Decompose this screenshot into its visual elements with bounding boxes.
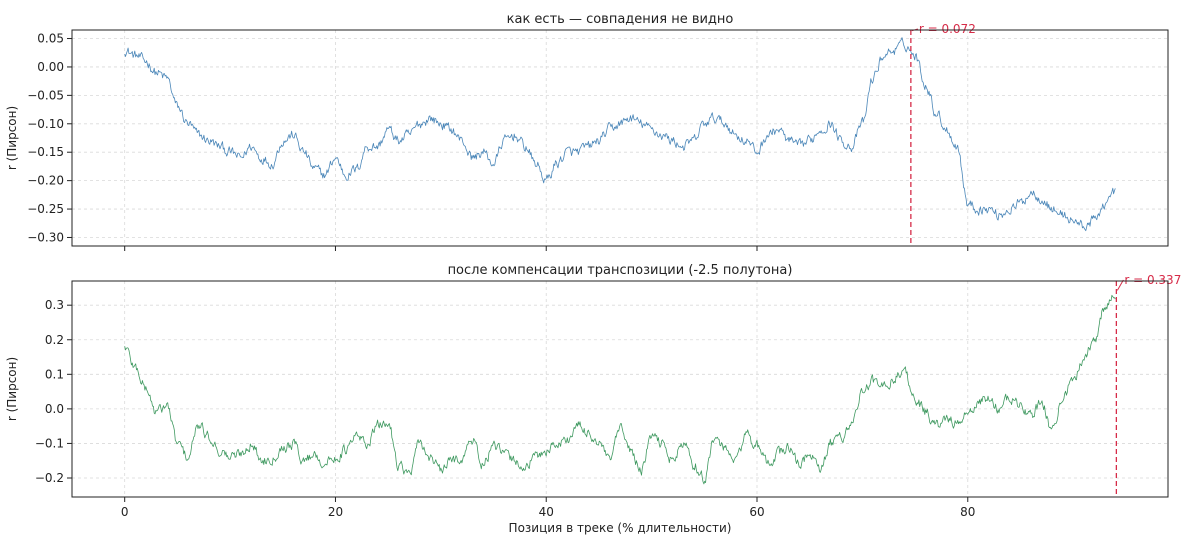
peak-annotation-arrow [1116,279,1124,291]
top-chart-panel: r = 0.072 −0.30 −0.25 −0.20 −0.15 −0.10 −0.05 0… [5,12,1169,251]
x-axis-label: Позиция в треке (% длительности) [509,521,732,535]
x-tick-label: 60 [749,505,764,519]
correlation-series-line [124,294,1116,485]
plot-frame [71,280,1169,498]
y-tick-label: −0.05 [27,88,64,102]
y-tick-label: −0.2 [35,471,64,485]
chart-title: после компенсации транспозиции (-2.5 пол… [448,263,793,278]
y-axis-label: r (Пирсон) [5,106,19,170]
plot-frame [71,29,1169,247]
peak-annotation-label: r = 0.072 [919,22,976,36]
y-tick-label: −0.20 [27,174,64,188]
y-tick-label: 0.05 [37,32,64,46]
x-tick-label: 40 [539,505,554,519]
y-tick-label: 0.2 [45,333,64,347]
y-tick-label: 0.3 [45,298,64,312]
y-tick-label: 0.0 [45,402,64,416]
y-tick-label: −0.25 [27,202,64,216]
peak-annotation-label: r = 0.337 [1124,273,1181,287]
y-axis-label: r (Пирсон) [5,357,19,421]
y-tick-label: −0.1 [35,436,64,450]
y-tick-label: −0.10 [27,117,64,131]
y-tick-label: 0.1 [45,367,64,381]
chart-title: как есть — совпадения не видно [507,12,734,27]
y-tick-label: −0.15 [27,145,64,159]
correlation-series-line [124,37,1116,232]
x-tick-label: 20 [328,505,343,519]
y-tick-label: 0.00 [37,60,64,74]
x-tick-label: 0 [121,505,129,519]
y-tick-label: −0.30 [27,230,64,244]
bottom-chart-panel: r = 0.337 0 20 40 60 80 −0.2 −0.1 0.0 0.1 0.2 0.3 по… [5,263,1181,535]
x-tick-label: 80 [960,505,975,519]
